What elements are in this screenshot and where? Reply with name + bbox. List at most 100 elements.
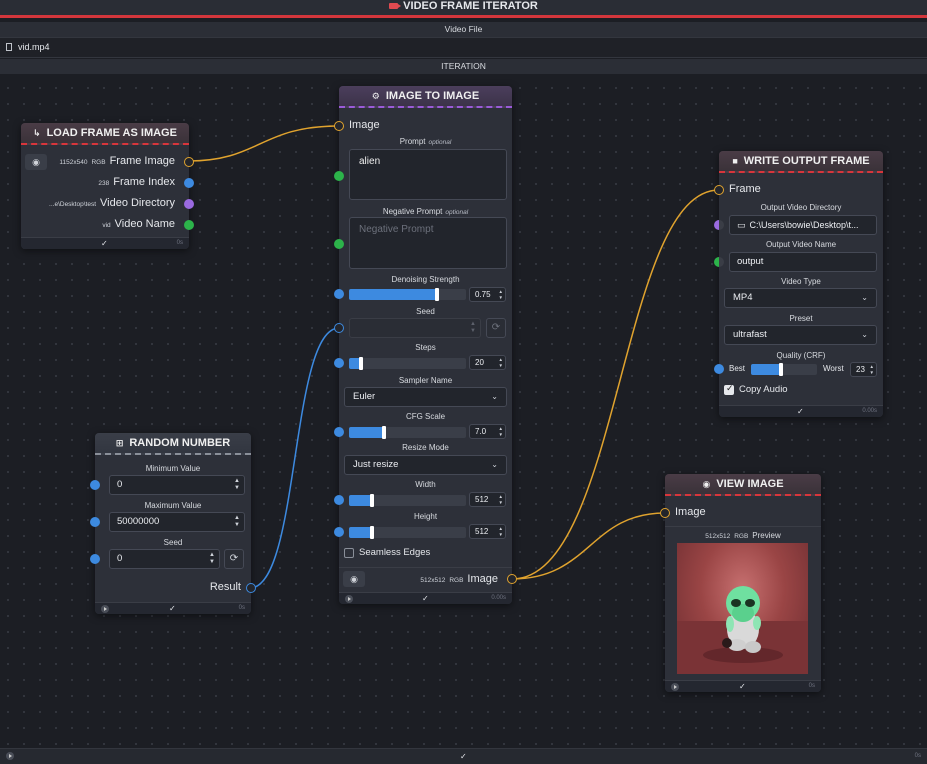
quality-worst-label: Worst: [823, 364, 844, 373]
seamless-edges-label: Seamless Edges: [359, 547, 431, 558]
width-number[interactable]: 512 ▲ ▼: [469, 492, 506, 507]
steps-number[interactable]: 20 ▲ ▼: [469, 355, 506, 370]
wire-image-to-write: [511, 189, 720, 580]
output-image: 512x512 RGB Image: [420, 573, 498, 585]
output-dir-input-port[interactable]: [714, 220, 724, 230]
check-icon: ✓: [101, 239, 108, 248]
play-icon[interactable]: [671, 683, 679, 691]
resize-mode-label: Resize Mode: [402, 443, 449, 452]
seed-input-port[interactable]: [90, 554, 100, 564]
prompt-textarea[interactable]: alien: [349, 149, 507, 200]
write-output-frame-node[interactable]: ■ WRITE OUTPUT FRAME Frame Output Video D…: [714, 151, 883, 417]
resize-mode-select[interactable]: Just resize ⌄: [344, 455, 507, 475]
width-slider[interactable]: [349, 494, 466, 507]
steps-input-port[interactable]: [334, 358, 344, 368]
height-slider[interactable]: [349, 526, 466, 539]
seamless-edges-checkbox[interactable]: [344, 548, 354, 558]
slider-thumb[interactable]: [779, 363, 783, 376]
output-dir-field[interactable]: ▭ C:\Users\bowie\Desktop\t...: [729, 215, 877, 235]
slider-thumb[interactable]: [382, 426, 386, 439]
max-value-field[interactable]: 50000000 ▲ ▼: [109, 512, 245, 532]
eye-icon: ◉: [702, 479, 711, 489]
width-input-port[interactable]: [334, 495, 344, 505]
wire-frame-to-img2img: [187, 125, 340, 162]
video-camera-icon: ■: [732, 156, 738, 166]
view-image-node[interactable]: ◉ VIEW IMAGE Image 512x512 RGB Preview ✓ 0s: [660, 474, 821, 692]
copy-audio-checkbox[interactable]: [724, 383, 734, 395]
slider-thumb[interactable]: [370, 494, 374, 507]
slider-thumb[interactable]: [435, 288, 439, 301]
video-type-select[interactable]: MP4 ⌄: [724, 288, 877, 308]
quality-number[interactable]: 23 ▲ ▼: [850, 362, 877, 377]
negative-prompt-textarea[interactable]: Negative Prompt: [349, 217, 507, 269]
check-icon: ✓: [169, 604, 176, 613]
seed-field[interactable]: 0 ▲ ▼: [109, 549, 220, 569]
denoising-input-port[interactable]: [334, 289, 344, 299]
height-input-port[interactable]: [334, 527, 344, 537]
negative-prompt-label: Negative Prompt optional: [382, 207, 469, 216]
preset-select[interactable]: ultrafast ⌄: [724, 325, 877, 345]
random-number-header[interactable]: ⊞ RANDOM NUMBER: [95, 433, 251, 455]
play-icon[interactable]: [6, 752, 14, 760]
output-frame-index: 238 Frame Index: [98, 176, 175, 188]
output-frame-image: 1152x540 RGB Frame Image: [59, 155, 175, 167]
image-input-port[interactable]: [334, 121, 344, 131]
video-type-label: Video Type: [781, 277, 821, 286]
negative-prompt-input-port[interactable]: [334, 239, 344, 249]
width-label: Width: [415, 480, 436, 489]
slider-thumb[interactable]: [370, 526, 374, 539]
seed-input-port[interactable]: [334, 323, 344, 333]
timer: 0s: [238, 605, 245, 611]
folder-icon: ▭: [737, 220, 746, 230]
min-value-field[interactable]: 0 ▲ ▼: [109, 475, 245, 495]
frame-image-output-port[interactable]: [184, 157, 194, 167]
video-file-input[interactable]: vid.mp4: [0, 37, 927, 58]
view-image-header[interactable]: ◉ VIEW IMAGE: [665, 474, 821, 496]
frame-index-output-port[interactable]: [184, 178, 194, 188]
img2img-header[interactable]: ⚙ IMAGE TO IMAGE: [339, 86, 512, 108]
eye-icon[interactable]: ◉: [25, 154, 47, 170]
result-output-port[interactable]: [246, 583, 256, 593]
height-number[interactable]: 512 ▲ ▼: [469, 524, 506, 539]
prompt-input-port[interactable]: [334, 171, 344, 181]
cfg-input-port[interactable]: [334, 427, 344, 437]
random-number-footer: ✓ 0s: [95, 602, 251, 614]
output-name-input-port[interactable]: [714, 257, 724, 267]
quality-input-port[interactable]: [714, 364, 724, 374]
eye-icon[interactable]: ◉: [343, 571, 365, 587]
play-icon[interactable]: [345, 595, 353, 603]
refresh-seed-icon[interactable]: ⟳: [224, 549, 244, 569]
steps-slider[interactable]: [349, 357, 466, 370]
timer: 0s: [808, 683, 815, 689]
load-frame-node[interactable]: ↳ LOAD FRAME AS IMAGE ◉ 1152x540 RGB Frame …: [21, 123, 194, 249]
play-icon[interactable]: [101, 605, 109, 613]
sampler-select[interactable]: Euler ⌄: [344, 387, 507, 407]
slider-thumb[interactable]: [359, 357, 363, 370]
image-to-image-node[interactable]: ⚙ IMAGE TO IMAGE Image Prompt optional ali…: [334, 86, 517, 604]
file-icon: [6, 43, 12, 51]
image-output-port[interactable]: [507, 574, 517, 584]
random-number-node[interactable]: ⊞ RANDOM NUMBER Minimum Value 0 ▲ ▼ Maximum…: [90, 433, 256, 614]
load-frame-header[interactable]: ↳ LOAD FRAME AS IMAGE: [21, 123, 189, 145]
video-directory-output-port[interactable]: [184, 199, 194, 209]
output-name-field[interactable]: output: [729, 252, 877, 272]
seed-label: Seed: [163, 538, 183, 547]
video-file-value: vid.mp4: [18, 42, 50, 52]
video-name-output-port[interactable]: [184, 220, 194, 230]
min-value-input-port[interactable]: [90, 480, 100, 490]
frame-input-port[interactable]: [714, 185, 724, 195]
prompt-label: Prompt optional: [399, 137, 452, 146]
timer: 0s: [176, 240, 183, 246]
denoising-slider[interactable]: [349, 288, 466, 301]
max-value-input-port[interactable]: [90, 517, 100, 527]
seed-label: Seed: [416, 307, 435, 316]
frame-input-label: Frame: [729, 183, 761, 195]
quality-slider[interactable]: [751, 363, 817, 376]
cfg-slider[interactable]: [349, 426, 466, 439]
image-input-port[interactable]: [660, 508, 670, 518]
denoising-number[interactable]: 0.75 ▲ ▼: [469, 287, 506, 302]
arrow-enter-icon: ↳: [33, 128, 41, 138]
cfg-number[interactable]: 7.0 ▲ ▼: [469, 424, 506, 439]
write-output-header[interactable]: ■ WRITE OUTPUT FRAME: [719, 151, 883, 173]
